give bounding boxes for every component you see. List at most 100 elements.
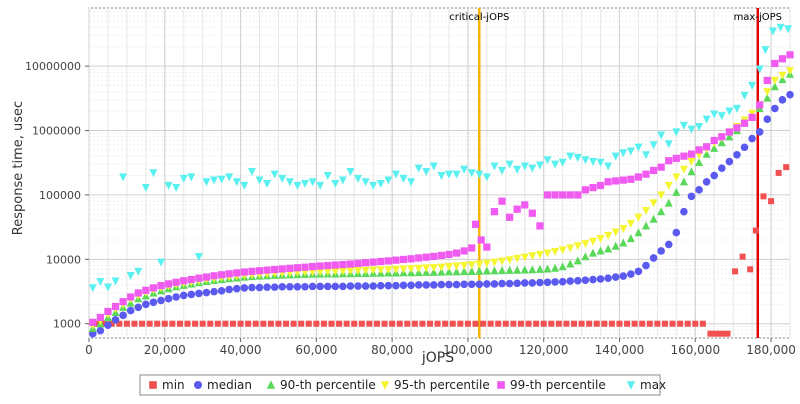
data-point-min <box>502 320 509 327</box>
data-point-max <box>141 183 150 192</box>
data-point-min <box>237 320 244 327</box>
data-point-min <box>548 320 555 327</box>
data-point-90-th-percentile <box>596 246 605 255</box>
data-point-median <box>627 270 635 278</box>
data-point-99-th-percentile <box>627 175 635 183</box>
data-point-90-th-percentile <box>717 138 726 147</box>
data-point-max <box>740 91 749 100</box>
x-tick-label: 100,000 <box>443 343 493 357</box>
y-tick-label: 1000 <box>53 318 81 331</box>
data-point-min <box>290 320 297 327</box>
data-point-median <box>248 283 256 292</box>
data-point-median <box>740 143 749 152</box>
x-axis-label: jOPS <box>421 350 454 366</box>
data-point-median <box>498 279 506 288</box>
data-point-median <box>536 278 544 287</box>
data-point-99-th-percentile <box>471 220 480 228</box>
data-point-min <box>601 320 608 327</box>
data-point-median <box>308 282 317 291</box>
data-point-max <box>88 284 97 293</box>
data-point-99-th-percentile <box>164 280 173 288</box>
data-point-95-th-percentile <box>664 181 673 190</box>
axes: 0 20,000 40,000 60,000 80,000 100,000 120,000 1… <box>25 60 796 357</box>
data-point-median <box>733 151 741 159</box>
data-point-median <box>202 288 211 297</box>
data-point-median <box>126 306 135 315</box>
data-point-min <box>449 320 456 327</box>
data-point-median <box>111 316 120 324</box>
data-point-99-th-percentile <box>612 177 620 185</box>
data-point-90-th-percentile <box>460 267 469 276</box>
data-point-min <box>692 320 699 327</box>
data-point-90-th-percentile <box>763 93 772 102</box>
data-point-99-th-percentile <box>657 163 665 171</box>
data-point-max <box>338 176 347 185</box>
data-point-max <box>460 165 469 174</box>
data-point-min <box>495 320 502 327</box>
data-point-95-th-percentile <box>482 259 491 268</box>
data-point-90-th-percentile <box>695 158 704 167</box>
data-point-90-th-percentile <box>581 252 590 261</box>
data-point-max <box>217 175 226 184</box>
data-point-median <box>149 298 158 307</box>
data-point-99-th-percentile <box>483 243 491 251</box>
data-point-min <box>747 266 754 273</box>
data-point-99-th-percentile <box>771 59 779 68</box>
data-point-min <box>464 320 471 327</box>
data-point-99-th-percentile <box>278 265 286 273</box>
data-point-median <box>437 280 446 289</box>
data-point-min <box>713 330 720 337</box>
data-point-median <box>255 283 264 292</box>
data-point-99-th-percentile <box>665 157 673 165</box>
data-point-min <box>639 320 646 327</box>
data-point-max <box>134 267 143 276</box>
x-tick-label: 180,000 <box>746 343 796 357</box>
data-point-median <box>179 291 188 300</box>
data-point-90-th-percentile <box>664 198 673 207</box>
data-point-median <box>763 115 772 124</box>
data-point-99-th-percentile <box>377 257 385 266</box>
legend-marker-99-th-percentile <box>497 381 505 389</box>
data-point-median <box>634 267 643 276</box>
legend-marker-median <box>194 381 202 389</box>
data-point-99-th-percentile <box>271 265 279 274</box>
data-point-median <box>164 294 173 303</box>
data-point-90-th-percentile <box>573 256 582 265</box>
data-point-median <box>430 281 438 289</box>
series-99-th-percentile <box>89 51 794 326</box>
data-point-max <box>551 160 560 169</box>
data-point-99-th-percentile <box>202 273 211 281</box>
data-point-95-th-percentile <box>316 268 325 277</box>
data-point-min <box>724 330 731 337</box>
data-point-99-th-percentile <box>703 143 711 151</box>
data-point-max <box>126 271 135 280</box>
data-point-min <box>328 320 335 327</box>
data-point-99-th-percentile <box>430 252 438 261</box>
data-point-99-th-percentile <box>127 293 135 301</box>
data-point-max <box>558 158 567 167</box>
data-point-median <box>771 104 779 113</box>
data-point-max <box>308 178 317 187</box>
data-point-max <box>399 174 408 183</box>
data-point-99-th-percentile <box>89 318 97 326</box>
data-point-median <box>316 282 324 291</box>
data-point-max <box>194 253 203 262</box>
data-point-95-th-percentile <box>429 263 438 272</box>
data-point-95-th-percentile <box>786 67 794 76</box>
data-point-90-th-percentile <box>566 259 575 268</box>
data-point-min <box>222 320 229 327</box>
data-point-median <box>195 289 203 298</box>
data-point-95-th-percentile <box>437 263 446 272</box>
data-point-max <box>566 152 575 161</box>
data-point-max <box>475 170 484 179</box>
data-point-min <box>732 268 739 275</box>
data-point-min <box>366 320 373 327</box>
series-median <box>88 90 794 338</box>
data-point-99-th-percentile <box>756 101 764 109</box>
data-point-max <box>407 178 416 187</box>
data-point-90-th-percentile <box>642 221 651 230</box>
data-point-99-th-percentile <box>437 251 445 260</box>
data-point-max <box>285 178 294 187</box>
data-point-min <box>184 320 191 327</box>
data-point-95-th-percentile <box>778 71 787 80</box>
